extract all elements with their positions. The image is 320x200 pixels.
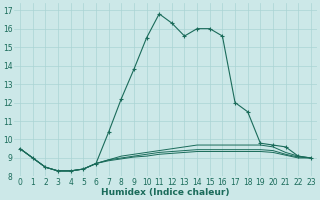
X-axis label: Humidex (Indice chaleur): Humidex (Indice chaleur): [101, 188, 230, 197]
